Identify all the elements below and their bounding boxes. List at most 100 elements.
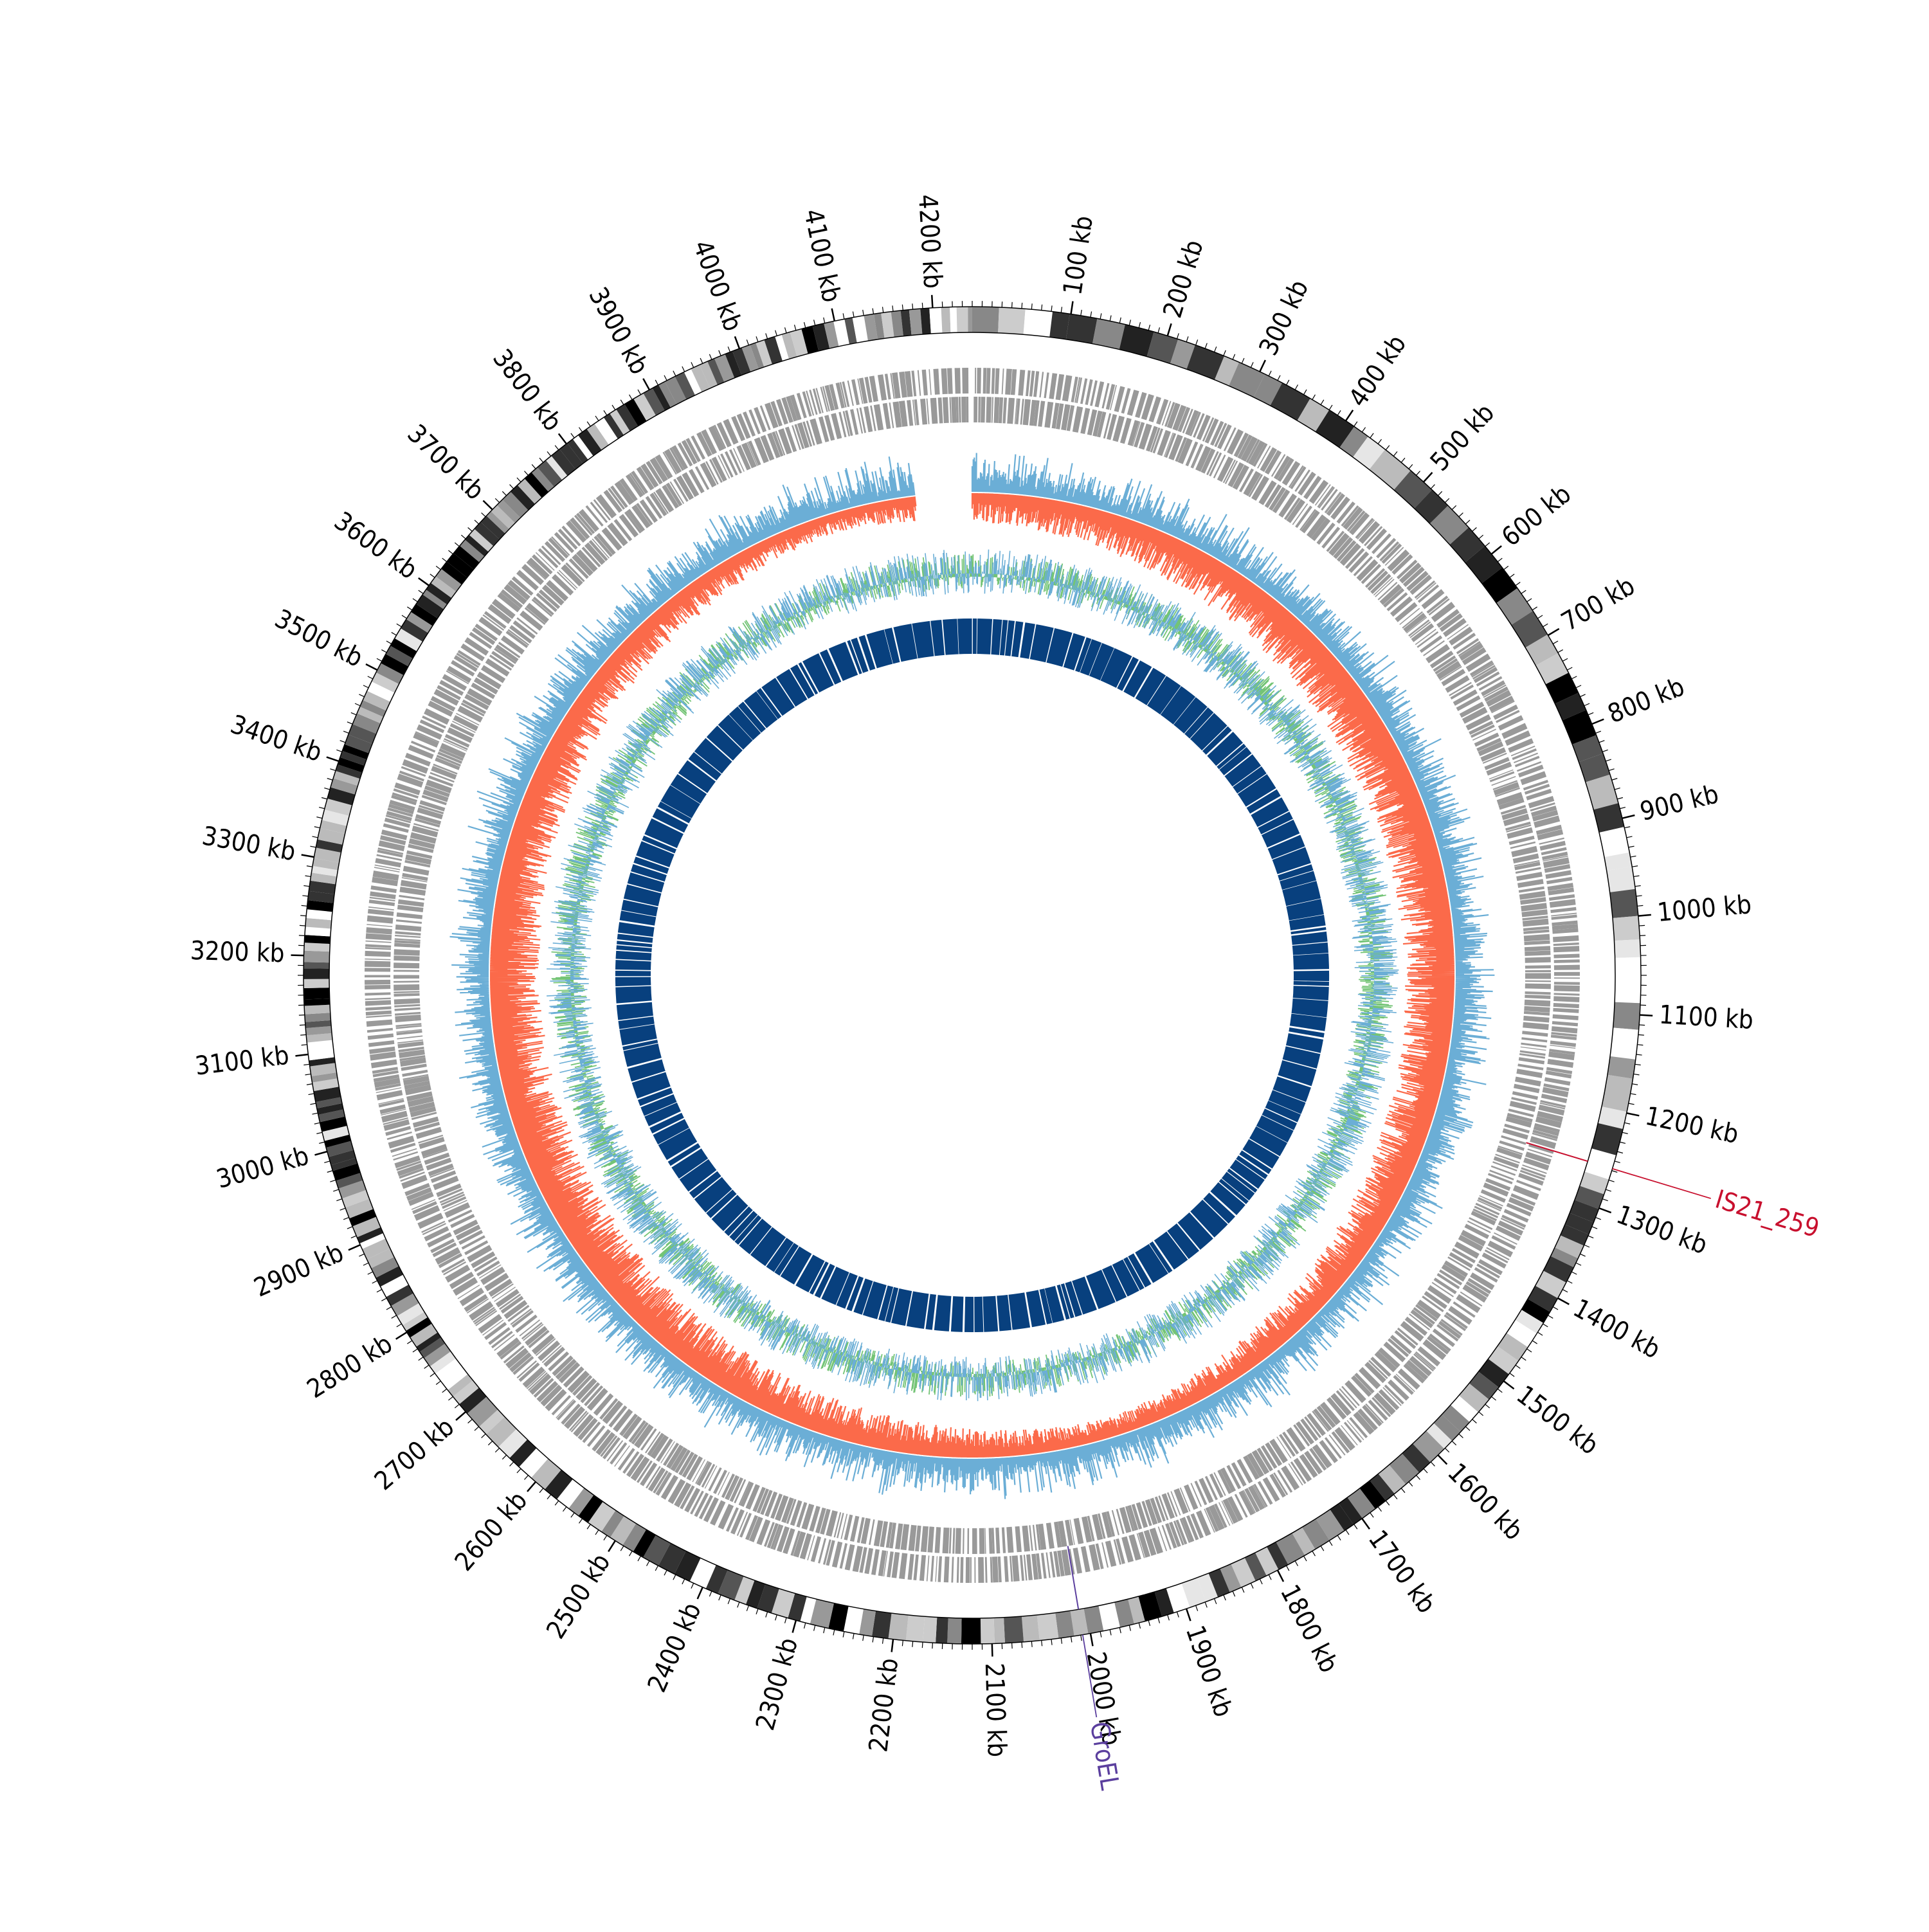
- minor-tick: [381, 650, 386, 653]
- minor-tick: [1242, 1587, 1244, 1593]
- minor-tick: [1609, 1180, 1615, 1182]
- tick-label: 2600 kb: [449, 1486, 534, 1576]
- minor-tick: [1620, 808, 1626, 809]
- feature-block: [1553, 935, 1579, 943]
- major-tick: [1362, 1519, 1370, 1529]
- ideogram-band: [1615, 939, 1641, 958]
- feature-block: [1022, 399, 1030, 426]
- minor-tick: [327, 779, 333, 781]
- feature-block: [1524, 934, 1550, 942]
- minor-tick: [448, 550, 453, 554]
- feature-block: [365, 975, 390, 978]
- feature-block: [913, 1555, 918, 1580]
- ideogram-band: [936, 1618, 948, 1644]
- minor-tick: [728, 1598, 730, 1603]
- feature-block: [394, 955, 419, 961]
- minor-tick: [363, 685, 368, 688]
- minor-tick: [1504, 566, 1508, 569]
- major-tick: [366, 664, 377, 670]
- feature-block: [871, 1549, 880, 1575]
- minor-tick: [1553, 641, 1558, 644]
- minor-tick: [368, 1272, 373, 1274]
- ideogram-band: [304, 998, 330, 1006]
- minor-tick: [539, 1488, 543, 1493]
- minor-tick: [1537, 615, 1543, 618]
- ideogram-band: [957, 307, 968, 332]
- minor-tick: [424, 1365, 429, 1368]
- minor-tick: [1606, 1189, 1611, 1191]
- minor-tick: [1498, 558, 1502, 562]
- minor-tick: [1637, 905, 1643, 906]
- ideogram-band: [968, 307, 972, 332]
- minor-tick: [1031, 1641, 1032, 1647]
- minor-tick: [461, 535, 466, 539]
- tick-label: 600 kb: [1496, 479, 1577, 552]
- minor-tick: [324, 788, 330, 790]
- minor-tick: [1401, 1488, 1405, 1493]
- minor-tick: [673, 1575, 676, 1580]
- feature-block: [367, 1028, 393, 1033]
- ideogram-band: [303, 988, 329, 999]
- gene-gap: [972, 618, 973, 655]
- minor-tick: [309, 1094, 314, 1095]
- minor-tick: [853, 312, 854, 318]
- feature-block: [992, 1557, 999, 1582]
- feature-block: [927, 1526, 934, 1552]
- minor-tick: [312, 1113, 318, 1114]
- minor-tick: [322, 797, 327, 799]
- minor-tick: [1624, 1123, 1630, 1124]
- minor-tick: [1012, 302, 1013, 308]
- minor-tick: [300, 1034, 306, 1035]
- feature-block: [922, 370, 928, 395]
- feature-block: [365, 941, 391, 943]
- tick-label: 3400 kb: [227, 710, 326, 768]
- minor-tick: [1576, 1263, 1581, 1265]
- minor-tick: [1378, 439, 1381, 444]
- ideogram-band: [1613, 1002, 1640, 1030]
- feature-block: [1525, 995, 1550, 999]
- minor-tick: [638, 1556, 640, 1561]
- minor-tick: [307, 866, 312, 867]
- minor-tick: [1354, 1524, 1357, 1529]
- feature-block: [371, 885, 397, 893]
- tick-label: 1900 kb: [1180, 1622, 1238, 1721]
- feature-block: [1553, 946, 1579, 952]
- major-tick: [1504, 1381, 1514, 1389]
- feature-block: [986, 368, 991, 393]
- feature-block: [394, 970, 419, 971]
- feature-block: [394, 991, 419, 993]
- feature-block: [1525, 946, 1550, 952]
- minor-tick: [756, 336, 758, 342]
- major-tick: [1186, 1609, 1190, 1621]
- tick-label: 4000 kb: [687, 237, 748, 336]
- feature-block: [943, 1528, 950, 1553]
- minor-tick: [307, 1084, 312, 1085]
- minor-tick: [1337, 1535, 1341, 1540]
- minor-tick: [1584, 1245, 1589, 1247]
- feature-block: [1554, 959, 1580, 963]
- minor-tick: [604, 410, 607, 415]
- feature-block: [365, 980, 390, 985]
- minor-tick: [1196, 1605, 1198, 1611]
- minor-tick: [1205, 1602, 1207, 1607]
- major-tick: [1278, 1570, 1283, 1582]
- feature-block: [1039, 372, 1044, 397]
- minor-tick: [1100, 1632, 1101, 1638]
- feature-block: [365, 992, 390, 995]
- minor-tick: [571, 1513, 574, 1517]
- feature-block: [943, 397, 949, 423]
- minor-tick: [314, 1123, 320, 1124]
- ideogram-band: [1610, 889, 1638, 918]
- feature-block: [970, 1557, 972, 1583]
- minor-tick: [814, 320, 815, 325]
- tick-label: 400 kb: [1343, 330, 1412, 412]
- feature-block: [1553, 943, 1579, 946]
- minor-tick: [303, 886, 309, 887]
- minor-tick: [1638, 1034, 1644, 1035]
- minor-tick: [833, 1630, 835, 1636]
- minor-tick: [347, 722, 352, 724]
- minor-tick: [620, 1546, 624, 1551]
- major-tick: [608, 1540, 615, 1551]
- minor-tick: [359, 1254, 364, 1256]
